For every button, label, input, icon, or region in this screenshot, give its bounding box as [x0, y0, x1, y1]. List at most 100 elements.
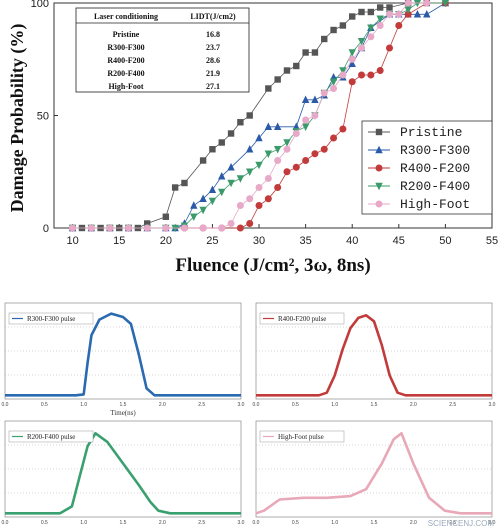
legend-marker: [375, 164, 383, 172]
data-point: [376, 67, 384, 74]
pulse-legend-label: R300-F300 pulse: [27, 315, 75, 323]
data-point: [395, 22, 403, 29]
table-cell: 16.8: [206, 30, 220, 39]
pulse-x-tick-label: 1.0: [80, 520, 87, 526]
data-point: [218, 139, 225, 146]
data-point: [143, 220, 151, 227]
data-point: [283, 139, 291, 147]
data-point: [367, 24, 375, 32]
pulse-panel-3: 0.0 0.5 1.0 1.5 2.0 2.5 3.0 R200-F400 pulse: [2, 420, 245, 526]
data-point: [255, 133, 263, 142]
lidt-table: Laser conditioning LIDT(J/cm2) Pristine 16.…: [75, 7, 250, 93]
data-point: [273, 146, 282, 154]
data-point: [358, 71, 366, 79]
data-point: [358, 8, 365, 16]
legend-label: High-Foot: [400, 197, 470, 212]
data-point: [218, 188, 226, 197]
data-point: [264, 150, 273, 158]
pulse-x-tick-label: 0.0: [253, 402, 260, 408]
data-point: [395, 10, 403, 18]
data-point: [348, 49, 356, 57]
pulse-x-axis-title: Time(ns): [110, 409, 136, 417]
data-point: [125, 224, 133, 232]
table-cell: R400-F200: [107, 56, 144, 65]
legend-marker: [375, 200, 383, 208]
data-point: [190, 201, 198, 209]
data-point: [274, 157, 282, 164]
data-point: [385, 10, 393, 18]
pulse-x-tick-label: 3.0: [238, 402, 245, 408]
data-point: [283, 168, 291, 176]
pulse-x-tick-label: 0.0: [253, 520, 260, 526]
pulse-x-tick-label: 1.0: [331, 520, 338, 526]
data-point: [339, 22, 347, 29]
pulse-x-tick-label: 0.5: [41, 402, 48, 408]
pulse-x-tick-label: 2.0: [410, 402, 417, 408]
data-point: [274, 184, 282, 191]
data-point: [321, 35, 328, 43]
data-point: [441, 0, 450, 8]
pulse-x-tick-label: 2.5: [449, 402, 456, 408]
data-point: [385, 44, 393, 52]
data-point: [274, 76, 281, 83]
pulse-panel-1: 0.0 0.5 1.0 1.5 2.0 2.5 3.0 R300-F300 pulse Time…: [2, 302, 245, 417]
legend-label: R300-F300: [400, 143, 470, 158]
data-point: [404, 10, 412, 18]
pulse-panel-2: 0.0 0.5 1.0 1.5 2.0 2.5 3.0 R400-F200 pulse: [253, 302, 496, 408]
data-point: [320, 89, 328, 97]
data-point: [311, 150, 319, 158]
pulse-legend-box: [8, 312, 94, 325]
data-point: [255, 202, 263, 209]
data-point: [339, 67, 347, 75]
pulse-x-tick-label: 0.5: [41, 520, 48, 526]
watermark-text: SCIENCENJ.COM: [428, 519, 495, 528]
legend-marker: [375, 182, 383, 191]
x-tick-label: 10: [67, 235, 79, 247]
data-point: [293, 62, 300, 70]
y-tick-label: 50: [37, 111, 49, 123]
data-point: [311, 95, 319, 103]
x-tick-label: 50: [439, 235, 451, 247]
data-point: [171, 224, 179, 233]
data-point: [264, 175, 272, 182]
table-cell: 27.1: [206, 82, 220, 91]
data-point: [171, 184, 179, 191]
pulse-curve: [5, 432, 241, 515]
table-cell: 28.6: [206, 56, 220, 65]
data-point: [301, 95, 310, 103]
data-point: [208, 197, 217, 206]
x-tick-label: 55: [486, 235, 498, 247]
data-point: [423, 10, 431, 18]
data-point: [236, 175, 245, 183]
pulse-curve: [256, 314, 492, 397]
pulse-x-tick-label: 0.0: [2, 520, 9, 526]
data-point: [237, 119, 244, 126]
data-point: [292, 163, 300, 171]
data-point: [348, 55, 356, 63]
data-point: [423, 0, 431, 7]
data-point: [246, 195, 254, 203]
pulse-x-tick-label: 2.5: [198, 520, 205, 526]
data-point: [339, 125, 347, 133]
pulse-legend-label: R400-F200 pulse: [278, 315, 326, 323]
pulse-curve: [5, 312, 241, 397]
pulse-legend-box: [8, 430, 94, 443]
data-point: [413, 0, 422, 8]
table-cell: Pristine: [113, 30, 140, 39]
data-point: [87, 224, 95, 232]
data-point: [302, 116, 310, 124]
x-tick-label: 15: [113, 235, 125, 247]
data-point: [330, 134, 338, 142]
data-point: [209, 146, 216, 153]
data-point: [227, 179, 235, 188]
x-tick-label: 35: [299, 235, 311, 247]
data-point: [236, 224, 244, 232]
data-point: [330, 85, 338, 92]
table-frame: [75, 7, 250, 93]
pulse-legend-box: [259, 312, 345, 325]
pulse-curve: [255, 432, 492, 515]
data-point: [330, 26, 337, 34]
data-point: [404, 6, 412, 14]
data-point: [227, 163, 235, 171]
